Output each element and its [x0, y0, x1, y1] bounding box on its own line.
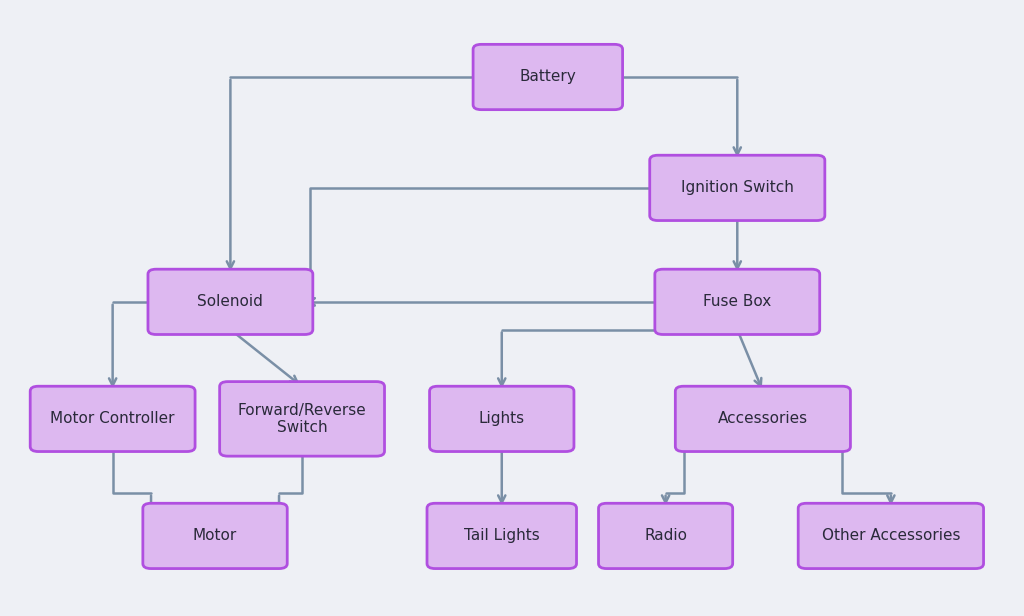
- Text: Fuse Box: Fuse Box: [703, 294, 771, 309]
- FancyBboxPatch shape: [598, 503, 733, 569]
- FancyBboxPatch shape: [473, 44, 623, 110]
- FancyBboxPatch shape: [655, 269, 819, 334]
- FancyBboxPatch shape: [649, 155, 824, 221]
- Text: Lights: Lights: [478, 411, 525, 426]
- Text: Ignition Switch: Ignition Switch: [681, 180, 794, 195]
- FancyBboxPatch shape: [31, 386, 195, 452]
- FancyBboxPatch shape: [430, 386, 573, 452]
- Text: Motor: Motor: [193, 529, 238, 543]
- Text: Tail Lights: Tail Lights: [464, 529, 540, 543]
- FancyBboxPatch shape: [799, 503, 983, 569]
- Text: Forward/Reverse
Switch: Forward/Reverse Switch: [238, 403, 367, 435]
- Text: Solenoid: Solenoid: [198, 294, 263, 309]
- FancyBboxPatch shape: [142, 503, 287, 569]
- FancyBboxPatch shape: [676, 386, 850, 452]
- Text: Radio: Radio: [644, 529, 687, 543]
- Text: Motor Controller: Motor Controller: [50, 411, 175, 426]
- FancyBboxPatch shape: [148, 269, 313, 334]
- FancyBboxPatch shape: [427, 503, 577, 569]
- Text: Accessories: Accessories: [718, 411, 808, 426]
- Text: Battery: Battery: [519, 70, 577, 84]
- FancyBboxPatch shape: [219, 381, 384, 456]
- Text: Other Accessories: Other Accessories: [821, 529, 961, 543]
